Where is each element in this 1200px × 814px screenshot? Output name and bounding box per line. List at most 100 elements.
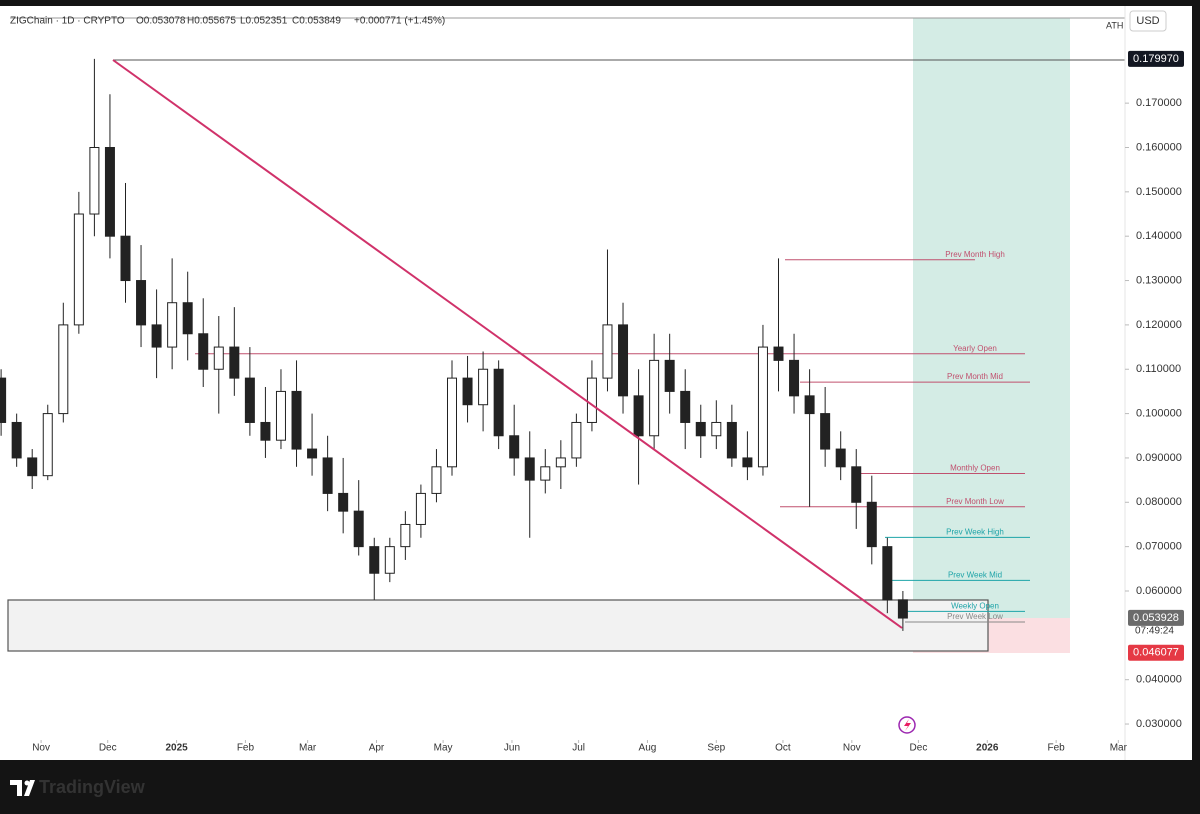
candle-body (711, 421, 722, 437)
candle-body (524, 457, 535, 481)
y-tick-label: 0.100000 (1136, 407, 1182, 419)
candle-body (789, 359, 800, 397)
x-tick-label: Feb (237, 743, 255, 754)
event-icon[interactable] (898, 716, 916, 734)
y-tick-label: 0.040000 (1136, 674, 1182, 686)
candle-body (649, 359, 660, 437)
x-tick-label: Oct (775, 743, 791, 754)
y-tick-label: 0.090000 (1136, 452, 1182, 464)
price-badge (1128, 609, 1184, 626)
x-tick-label: Nov (843, 743, 861, 754)
header-low: L0.052351 (240, 16, 288, 27)
x-tick-label: Dec (910, 743, 928, 754)
y-tick-label: 0.070000 (1136, 541, 1182, 553)
y-tick-label: 0.120000 (1136, 319, 1182, 331)
candle-body (820, 413, 831, 450)
candle-body (58, 324, 69, 415)
support-box (7, 599, 989, 652)
x-tick-label: Nov (32, 743, 50, 754)
candle-body (882, 546, 893, 601)
currency[interactable]: USD (1136, 15, 1159, 27)
candle-body (757, 346, 768, 468)
x-tick-label: Jun (504, 743, 520, 754)
price-badge-label: 0.179970 (1133, 53, 1179, 65)
x-tick-label: Aug (639, 743, 657, 754)
header-high: H0.055675 (187, 16, 236, 27)
candle-body (353, 510, 364, 548)
price-badge (1128, 644, 1184, 661)
candle-body (400, 523, 411, 548)
candle-body (742, 457, 753, 468)
candle-body (664, 359, 675, 392)
level-label: Prev Month High (945, 250, 1005, 259)
price-badge-label: 0.053928 (1133, 612, 1179, 624)
target-zone (913, 18, 1070, 618)
candle-body (104, 146, 115, 237)
candle-body (851, 466, 862, 503)
event-icon-bolt (904, 719, 911, 731)
candle-body (695, 421, 706, 437)
candle-body (384, 546, 395, 574)
candle-body (446, 377, 457, 468)
candle-body (338, 492, 349, 512)
candle-body (804, 395, 815, 415)
level-label: Yearly Open (953, 344, 997, 353)
y-tick-label: 0.080000 (1136, 496, 1182, 508)
footer-bar (0, 760, 1200, 814)
candle-body (369, 546, 380, 574)
y-tick-label: 0.170000 (1136, 97, 1182, 109)
x-tick-label: May (434, 743, 453, 754)
level-label: Monthly Open (950, 464, 1000, 473)
y-tick-label: 0.150000 (1136, 186, 1182, 198)
candle-body (493, 368, 504, 437)
x-tick-label: Apr (369, 743, 385, 754)
currency-box[interactable] (1129, 10, 1167, 32)
candle-body (897, 599, 908, 619)
ath-label: ATH (1106, 20, 1123, 30)
candle-body (618, 324, 629, 397)
header-symbol: ZIGChain · 1D · CRYPTO (10, 16, 125, 27)
candles (0, 58, 908, 631)
candle-body (120, 235, 131, 282)
level-label: Prev Week High (946, 527, 1004, 536)
candle-body (571, 421, 582, 459)
y-tick-label: 0.060000 (1136, 585, 1182, 597)
x-tick-label: Feb (1048, 743, 1066, 754)
header-open: O0.053078 (136, 16, 186, 27)
candle-body (555, 457, 566, 468)
candle-body (244, 377, 255, 423)
level-label: Weekly Open (951, 601, 999, 610)
x-tick-label: Mar (1110, 743, 1128, 754)
candle-body (307, 448, 318, 459)
header-close: C0.053849 (292, 16, 341, 27)
candle-body (866, 501, 877, 548)
y-tick-label: 0.160000 (1136, 141, 1182, 153)
y-tick-label: 0.140000 (1136, 230, 1182, 242)
candle-body (42, 413, 53, 477)
x-tick-label: 2026 (976, 743, 999, 754)
candle-body (27, 457, 38, 477)
y-tick-label: 0.110000 (1136, 363, 1181, 375)
candle-body (478, 368, 489, 406)
candle-body (586, 377, 597, 423)
candle-body (151, 324, 162, 348)
candle-body (680, 390, 691, 423)
trend-line (112, 59, 903, 629)
candle-body (89, 146, 100, 215)
candle-body (182, 302, 193, 335)
level-label: Prev Month Mid (947, 372, 1003, 381)
candle-body (198, 333, 209, 370)
candle-body (726, 421, 737, 459)
x-tick-label: Jul (572, 743, 585, 754)
x-tick-label: 2025 (165, 743, 188, 754)
candle-body (462, 377, 473, 406)
candle-body (835, 448, 846, 468)
level-label: Prev Week Mid (948, 570, 1002, 579)
candle-body (291, 390, 302, 450)
candle-body (275, 390, 286, 441)
candle-body (260, 421, 271, 441)
header-change: +0.000771 (+1.45%) (354, 16, 445, 27)
x-tick-label: Dec (99, 743, 117, 754)
